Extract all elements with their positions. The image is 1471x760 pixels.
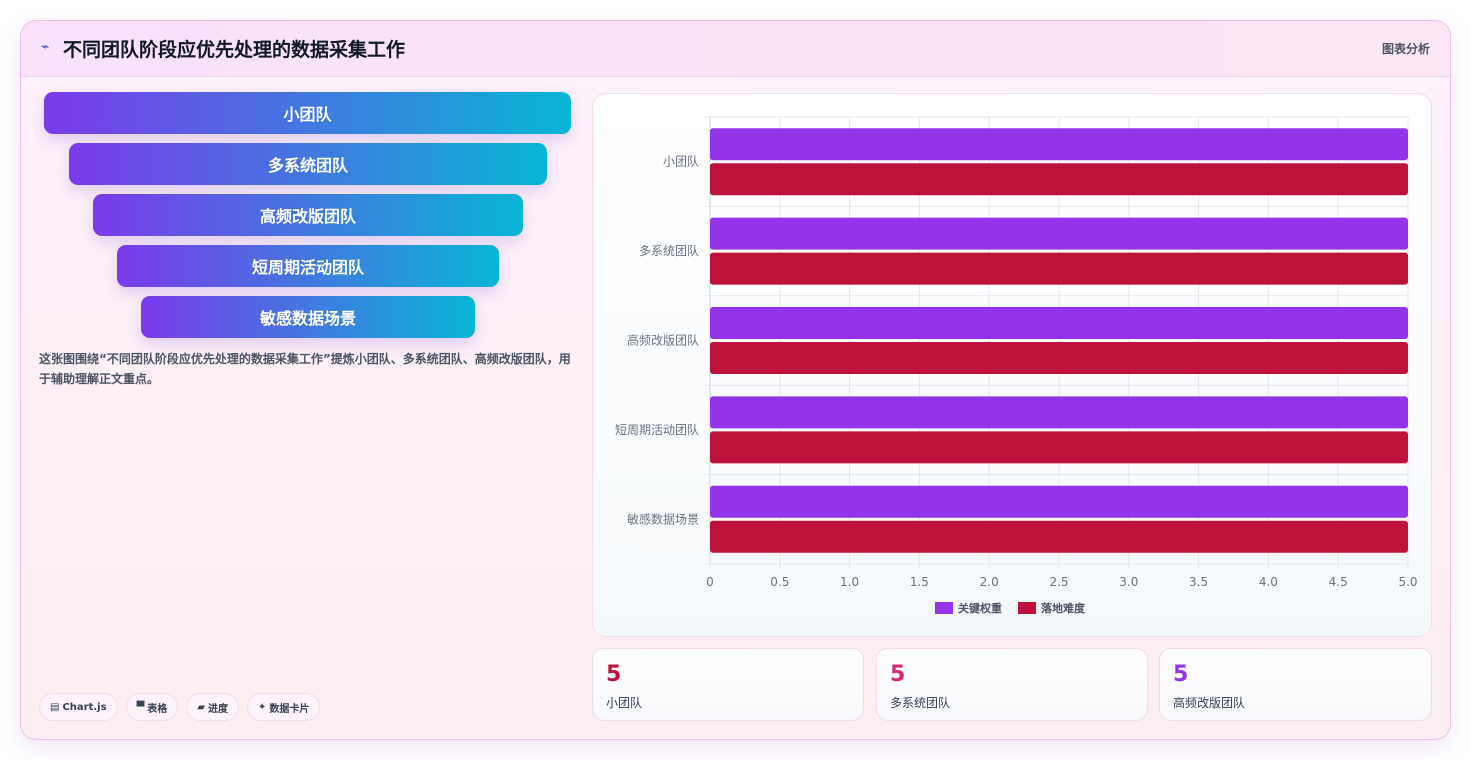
bar-weight: [710, 307, 1408, 339]
funnel-item-2[interactable]: 多系统团队: [69, 143, 547, 185]
chart-description: 这张图围绕“不同团队阶段应优先处理的数据采集工作”提炼小团队、多系统团队、高频改…: [39, 352, 571, 386]
chip-progress[interactable]: ▰ 进度: [186, 693, 239, 721]
legend-swatch: [1018, 602, 1036, 614]
bar-difficulty: [710, 252, 1408, 285]
legend-swatch: [935, 602, 953, 614]
bar-weight: [710, 485, 1408, 518]
bar-chart: 0 0.5 1.0 1.5 2.0 2.5 3.0 3.5 4.0 4.5 5.0 小团队多系统团队高…: [615, 116, 1418, 615]
x-tick-label: 3.5: [1189, 575, 1208, 589]
feature-chips: ▤ Chart.js ▀ 表格 ▰ 进度 ✦ 数据卡片: [39, 693, 321, 721]
bar-difficulty: [710, 431, 1408, 464]
stat-label: 多系统团队: [890, 696, 951, 710]
chip-table[interactable]: ▀ 表格: [125, 693, 179, 721]
x-tick-label: 0.5: [770, 575, 789, 589]
chip-label: Chart.js: [62, 701, 107, 713]
y-tick-label: 敏感数据场景: [627, 511, 699, 526]
y-tick-label: 高频改版团队: [627, 333, 699, 348]
y-tick-label: 多系统团队: [639, 243, 699, 258]
funnel-item-5[interactable]: 敏感数据场景: [141, 296, 475, 338]
chip-data-card[interactable]: ✦ 数据卡片: [246, 693, 321, 721]
chip-chartjs[interactable]: ▤ Chart.js: [39, 693, 118, 721]
chart-icon: ▤: [50, 701, 60, 713]
x-tick-label: 2.0: [980, 575, 999, 589]
stat-value: 5: [890, 662, 906, 687]
x-tick-label: 4.0: [1259, 575, 1278, 589]
progress-icon: ▰: [197, 701, 205, 713]
x-tick-label: 4.5: [1329, 575, 1348, 589]
funnel-item-3[interactable]: 高频改版团队: [93, 194, 523, 236]
page-title: 不同团队阶段应优先处理的数据采集工作: [63, 39, 406, 61]
stat-card-3: 5 高频改版团队: [1159, 648, 1432, 721]
bar-difficulty: [710, 342, 1408, 374]
chart-analysis-tag[interactable]: 图表分析: [1381, 42, 1430, 56]
chip-label: 数据卡片: [269, 703, 310, 715]
y-tick-label: 小团队: [663, 154, 699, 169]
y-tick-label: 短周期活动团队: [615, 422, 699, 437]
funnel-item-1[interactable]: 小团队: [44, 92, 571, 134]
stat-card-1: 5 小团队: [592, 648, 864, 721]
sparkline-icon: ⌁: [41, 39, 50, 55]
card-header: ⌁ 不同团队阶段应优先处理的数据采集工作 图表分析: [21, 21, 1450, 77]
x-tick-label: 0: [706, 575, 714, 589]
x-tick-label: 1.0: [840, 575, 859, 589]
bar-difficulty: [710, 520, 1408, 553]
dashboard-card: ⌁ 不同团队阶段应优先处理的数据采集工作 图表分析 小团队 多系统团队 高频改版…: [20, 20, 1451, 740]
stat-value: 5: [606, 662, 622, 687]
x-tick-label: 5.0: [1398, 575, 1417, 589]
stat-card-2: 5 多系统团队: [876, 648, 1148, 721]
bar-weight: [710, 217, 1408, 250]
stat-label: 高频改版团队: [1173, 696, 1246, 710]
stat-value: 5: [1173, 662, 1189, 687]
chart-panel: 0 0.5 1.0 1.5 2.0 2.5 3.0 3.5 4.0 4.5 5.0 小团队多系统团队高…: [592, 93, 1432, 637]
funnel-item-4[interactable]: 短周期活动团队: [117, 245, 499, 287]
legend-label: 落地难度: [1041, 601, 1086, 615]
bar-difficulty: [710, 163, 1408, 196]
bar-weight: [710, 396, 1408, 429]
bar-weight: [710, 128, 1408, 161]
chip-label: 进度: [207, 703, 228, 715]
table-icon: ▀: [136, 701, 145, 713]
card-icon: ✦: [257, 701, 267, 713]
x-tick-label: 3.0: [1119, 575, 1138, 589]
chip-label: 表格: [147, 703, 168, 715]
x-tick-label: 1.5: [910, 575, 929, 589]
x-tick-label: 2.5: [1049, 575, 1068, 589]
legend-label: 关键权重: [958, 601, 1002, 615]
stat-label: 小团队: [606, 696, 643, 710]
